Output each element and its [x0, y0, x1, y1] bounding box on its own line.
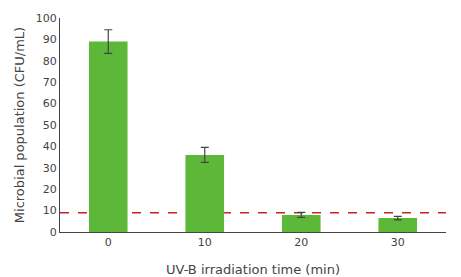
svg-text:80: 80 [43, 55, 57, 68]
svg-text:30: 30 [391, 236, 405, 249]
svg-text:30: 30 [43, 162, 57, 175]
svg-text:40: 40 [43, 140, 57, 153]
svg-text:90: 90 [43, 33, 57, 46]
svg-text:10: 10 [43, 204, 57, 217]
svg-text:70: 70 [43, 76, 57, 89]
svg-text:10: 10 [198, 236, 212, 249]
svg-text:Microbial population (CFU/mL): Microbial population (CFU/mL) [12, 27, 27, 223]
svg-text:100: 100 [36, 12, 57, 25]
svg-text:UV-B irradiation time (min): UV-B irradiation time (min) [166, 262, 340, 277]
svg-text:20: 20 [43, 183, 57, 196]
svg-text:0: 0 [105, 236, 112, 249]
svg-text:0: 0 [50, 226, 57, 239]
svg-text:60: 60 [43, 97, 57, 110]
svg-text:50: 50 [43, 119, 57, 132]
svg-text:20: 20 [294, 236, 308, 249]
